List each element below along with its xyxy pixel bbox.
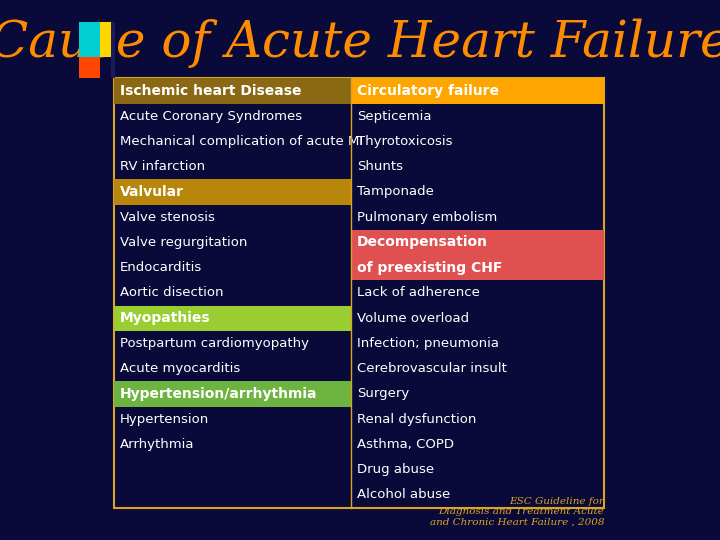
Text: RV infarction: RV infarction — [120, 160, 205, 173]
Text: Pulmonary embolism: Pulmonary embolism — [356, 211, 497, 224]
Text: Renal dysfunction: Renal dysfunction — [356, 413, 476, 426]
FancyBboxPatch shape — [114, 78, 351, 104]
FancyBboxPatch shape — [79, 22, 100, 57]
Text: Thyrotoxicosis: Thyrotoxicosis — [356, 135, 452, 148]
Text: Hypertension: Hypertension — [120, 413, 209, 426]
Text: Aortic disection: Aortic disection — [120, 286, 223, 300]
Text: Drug abuse: Drug abuse — [356, 463, 434, 476]
FancyBboxPatch shape — [114, 381, 351, 407]
FancyBboxPatch shape — [79, 57, 100, 78]
Text: Circulatory failure: Circulatory failure — [356, 84, 499, 98]
FancyBboxPatch shape — [100, 22, 112, 57]
Text: Arrhythmia: Arrhythmia — [120, 438, 194, 451]
Text: Cerebrovascular insult: Cerebrovascular insult — [356, 362, 507, 375]
Text: Postpartum cardiomyopathy: Postpartum cardiomyopathy — [120, 337, 309, 350]
Text: Myopathies: Myopathies — [120, 311, 210, 325]
Text: Shunts: Shunts — [356, 160, 402, 173]
Text: Lack of adherence: Lack of adherence — [356, 286, 480, 300]
FancyBboxPatch shape — [111, 22, 115, 78]
FancyBboxPatch shape — [351, 78, 604, 104]
Text: Alcohol abuse: Alcohol abuse — [356, 489, 450, 502]
Text: Mechanical complication of acute MI: Mechanical complication of acute MI — [120, 135, 363, 148]
Text: Asthma, COPD: Asthma, COPD — [356, 438, 454, 451]
FancyBboxPatch shape — [351, 230, 604, 255]
FancyBboxPatch shape — [351, 255, 604, 280]
Text: ESC Guideline for
Diagnosis and Treatment Acute
and Chronic Heart Failure , 2008: ESC Guideline for Diagnosis and Treatmen… — [430, 497, 604, 526]
Text: of preexisting CHF: of preexisting CHF — [356, 261, 502, 275]
Text: Acute Coronary Syndromes: Acute Coronary Syndromes — [120, 110, 302, 123]
Text: Septicemia: Septicemia — [356, 110, 431, 123]
Text: Surgery: Surgery — [356, 388, 409, 401]
Text: Volume overload: Volume overload — [356, 312, 469, 325]
Text: Decompensation: Decompensation — [356, 235, 487, 249]
Text: Ischemic heart Disease: Ischemic heart Disease — [120, 84, 302, 98]
Text: Acute myocarditis: Acute myocarditis — [120, 362, 240, 375]
Text: Tamponade: Tamponade — [356, 185, 433, 198]
Text: Valve stenosis: Valve stenosis — [120, 211, 215, 224]
Text: Valve regurgitation: Valve regurgitation — [120, 236, 247, 249]
Text: Endocarditis: Endocarditis — [120, 261, 202, 274]
Text: Valvular: Valvular — [120, 185, 184, 199]
FancyBboxPatch shape — [114, 306, 351, 331]
Text: Cause of Acute Heart Failure: Cause of Acute Heart Failure — [0, 19, 720, 69]
Text: Hypertension/arrhythmia: Hypertension/arrhythmia — [120, 387, 318, 401]
FancyBboxPatch shape — [114, 179, 351, 205]
Text: Infection; pneumonia: Infection; pneumonia — [356, 337, 499, 350]
